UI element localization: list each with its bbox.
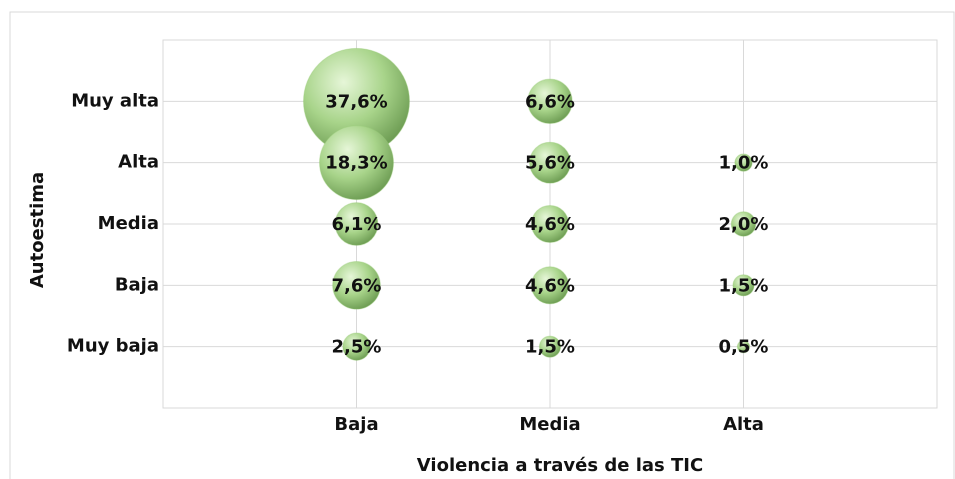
x-tick-label: Media [519, 414, 580, 435]
bubble [332, 261, 381, 310]
data-label: 2,5% [332, 337, 382, 358]
y-tick-label: Muy baja [67, 336, 159, 357]
data-label: 6,6% [525, 91, 575, 112]
bubble [538, 335, 562, 358]
y-tick-label: Baja [115, 274, 159, 295]
bubble [732, 274, 755, 297]
y-tick-label: Muy alta [71, 90, 159, 111]
bubble [730, 211, 757, 237]
bubble [527, 78, 573, 125]
data-label: 0,5% [719, 337, 769, 358]
data-label: 1,5% [719, 275, 769, 296]
data-label: 6,1% [332, 214, 382, 235]
data-label: 37,6% [325, 91, 387, 112]
x-tick-label: Baja [334, 414, 378, 435]
y-tick-label: Media [98, 213, 159, 234]
data-label: 4,6% [525, 214, 575, 235]
bubble [529, 141, 571, 184]
bubble [736, 340, 751, 354]
chart-frame [9, 11, 955, 479]
bubble [530, 266, 570, 305]
data-label: 5,6% [525, 153, 575, 174]
data-label: 18,3% [325, 153, 387, 174]
bubble [342, 332, 371, 361]
bubble [530, 204, 570, 244]
data-label: 1,5% [525, 337, 575, 358]
x-tick-label: Alta [723, 414, 764, 435]
bubble [319, 125, 394, 201]
data-label: 2,0% [719, 214, 769, 235]
data-label: 4,6% [525, 275, 575, 296]
data-label: 7,6% [332, 275, 382, 296]
y-axis-label: Autoestima [27, 172, 48, 288]
x-axis-label: Violencia a través de las TIC [417, 455, 703, 476]
y-tick-label: Alta [118, 152, 159, 173]
bubble [734, 153, 753, 172]
data-label: 1,0% [719, 153, 769, 174]
bubble [334, 202, 379, 246]
